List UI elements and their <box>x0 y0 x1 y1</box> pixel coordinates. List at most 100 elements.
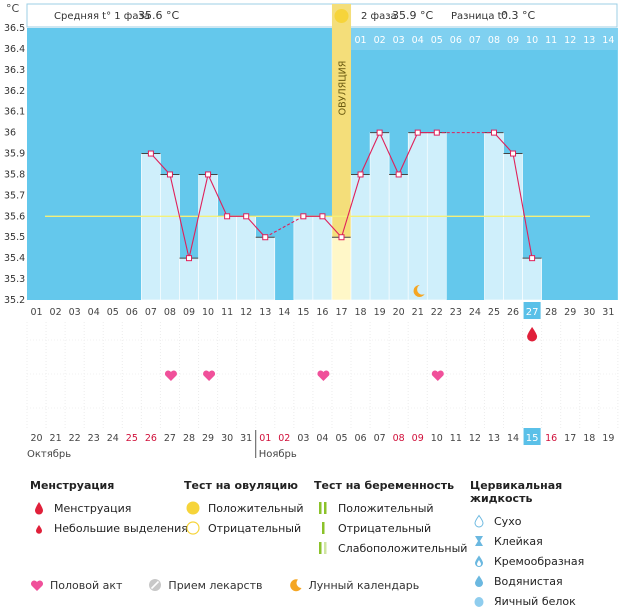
temperature-bar <box>141 153 161 301</box>
phase2-day-label: 07 <box>469 35 481 46</box>
legend-label: Менструация <box>54 501 132 515</box>
legend-pregnancy-test: Тест на беременность Положительный Отриц… <box>314 479 467 558</box>
cycle-day-label: 07 <box>145 307 157 318</box>
heart-icon <box>30 579 44 591</box>
phase2-day-label: 09 <box>507 35 519 46</box>
temperature-bar <box>312 216 333 301</box>
legend-ovulation-title: Тест на овуляцию <box>184 479 298 492</box>
date-label: 17 <box>564 433 576 444</box>
cycle-day-label: 05 <box>107 307 119 318</box>
date-label: 15 <box>526 433 539 444</box>
phase2-day-label: 11 <box>545 35 557 46</box>
y-tick-label: 35.7 <box>4 190 25 201</box>
y-tick-label: 35.2 <box>4 295 25 306</box>
cycle-day-label: 31 <box>602 307 614 318</box>
temperature-point <box>376 129 383 136</box>
legend-ovulation-test: Тест на овуляцию Положительный Отрицател… <box>184 479 304 538</box>
temperature-segment <box>245 215 266 238</box>
positive-circle-icon <box>184 500 202 516</box>
temperature-segment <box>322 215 342 238</box>
cycle-day-label: 03 <box>69 307 81 318</box>
diff-label: Разница t° <box>451 11 507 22</box>
legend-item: Отрицательный <box>314 518 467 538</box>
temperature-point <box>490 129 497 136</box>
temperature-segment <box>493 132 514 154</box>
legend-label: Половой акт <box>50 578 123 592</box>
legend-label: Кремообразная <box>494 554 585 568</box>
temperature-bar <box>160 174 180 301</box>
dry-drop-icon <box>470 514 488 528</box>
ovulation-sun-icon <box>334 9 349 23</box>
temperature-segment <box>398 132 419 175</box>
date-label: 04 <box>316 433 328 444</box>
date-label: 07 <box>374 433 386 444</box>
y-tick-label: 36.2 <box>4 86 25 97</box>
legend-item: Прием лекарств <box>148 578 263 592</box>
date-label: 18 <box>583 433 595 444</box>
temperature-point <box>357 171 364 178</box>
cycle-day-label: 30 <box>583 307 595 318</box>
y-tick-label: 36.1 <box>4 107 25 118</box>
small-drop-icon <box>30 522 48 534</box>
date-label: 08 <box>393 433 405 444</box>
cycle-day-label: 10 <box>202 307 214 318</box>
month-label: Октябрь <box>27 449 71 460</box>
cycle-day-label: 25 <box>488 307 500 318</box>
legend-label: Клейкая <box>494 534 543 548</box>
one-line-icon <box>314 521 332 535</box>
cycle-day-label: 15 <box>297 307 309 318</box>
cycle-day-label: 26 <box>507 307 519 318</box>
temperature-segment <box>360 132 381 175</box>
temperature-segment <box>340 174 362 238</box>
temperature-point <box>205 171 212 178</box>
temperature-point <box>529 255 536 262</box>
legend-item: Положительный <box>184 498 304 518</box>
temperature-point <box>433 129 440 136</box>
heart-icon <box>317 370 330 381</box>
date-label: 30 <box>221 433 233 444</box>
temperature-bar <box>350 174 371 301</box>
highlighted-date-box <box>523 428 541 445</box>
legend-item: Положительный <box>314 498 467 518</box>
y-tick-label: 36 <box>4 128 16 139</box>
legend-label: Сухо <box>494 514 522 528</box>
phase2-label: 2 фаза <box>361 11 397 22</box>
y-tick-label: 35.9 <box>4 149 25 160</box>
y-tick-label: 35.6 <box>4 211 25 222</box>
moon-icon <box>413 284 425 297</box>
temperature-bar <box>522 257 542 301</box>
legend-item: Слабоположительный <box>314 538 467 558</box>
legend-item: Клейкая <box>470 531 626 551</box>
phase2-day-label: 13 <box>583 35 595 46</box>
heart-icon <box>431 370 444 381</box>
date-label: 16 <box>545 433 557 444</box>
phase2-day-label: 14 <box>602 35 614 46</box>
legend-bottom: Половой акт Прием лекарств Лунный календ… <box>30 578 445 592</box>
cycle-day-label: 13 <box>259 307 271 318</box>
cycle-day-label: 06 <box>126 307 138 318</box>
phase2-day-label: 12 <box>564 35 576 46</box>
watery-drop-icon <box>470 574 488 588</box>
date-label: 12 <box>469 433 481 444</box>
temperature-segment <box>150 153 171 175</box>
temperature-segment <box>379 132 400 175</box>
date-axis: 20 21 22 23 24 25 26 27 28 29 30 31 01 02 03 04 05 06 07 08… <box>27 428 614 460</box>
temperature-point <box>319 213 326 220</box>
moon-icon <box>289 579 301 592</box>
cycle-day-label: 27 <box>526 307 539 318</box>
temperature-point <box>262 234 269 241</box>
highlighted-cycle-day-box <box>523 302 541 319</box>
temperature-line <box>45 129 590 297</box>
legend-label: Яичный белок <box>494 594 576 608</box>
cycle-day-label: 24 <box>469 307 481 318</box>
temperature-point <box>338 234 345 241</box>
date-label: 25 <box>126 433 138 444</box>
cycle-day-label: 09 <box>183 307 195 318</box>
legend-menstruation: Менструация Менструация Небольшие выделе… <box>30 479 188 538</box>
legend-item: Яичный белок <box>470 591 626 611</box>
temperature-point <box>224 213 231 220</box>
legend-item: Отрицательный <box>184 518 304 538</box>
legend-label: Водянистая <box>494 574 563 588</box>
phase1-label: Средняя t° 1 фаза <box>54 11 150 22</box>
cycle-day-label: 29 <box>564 307 576 318</box>
